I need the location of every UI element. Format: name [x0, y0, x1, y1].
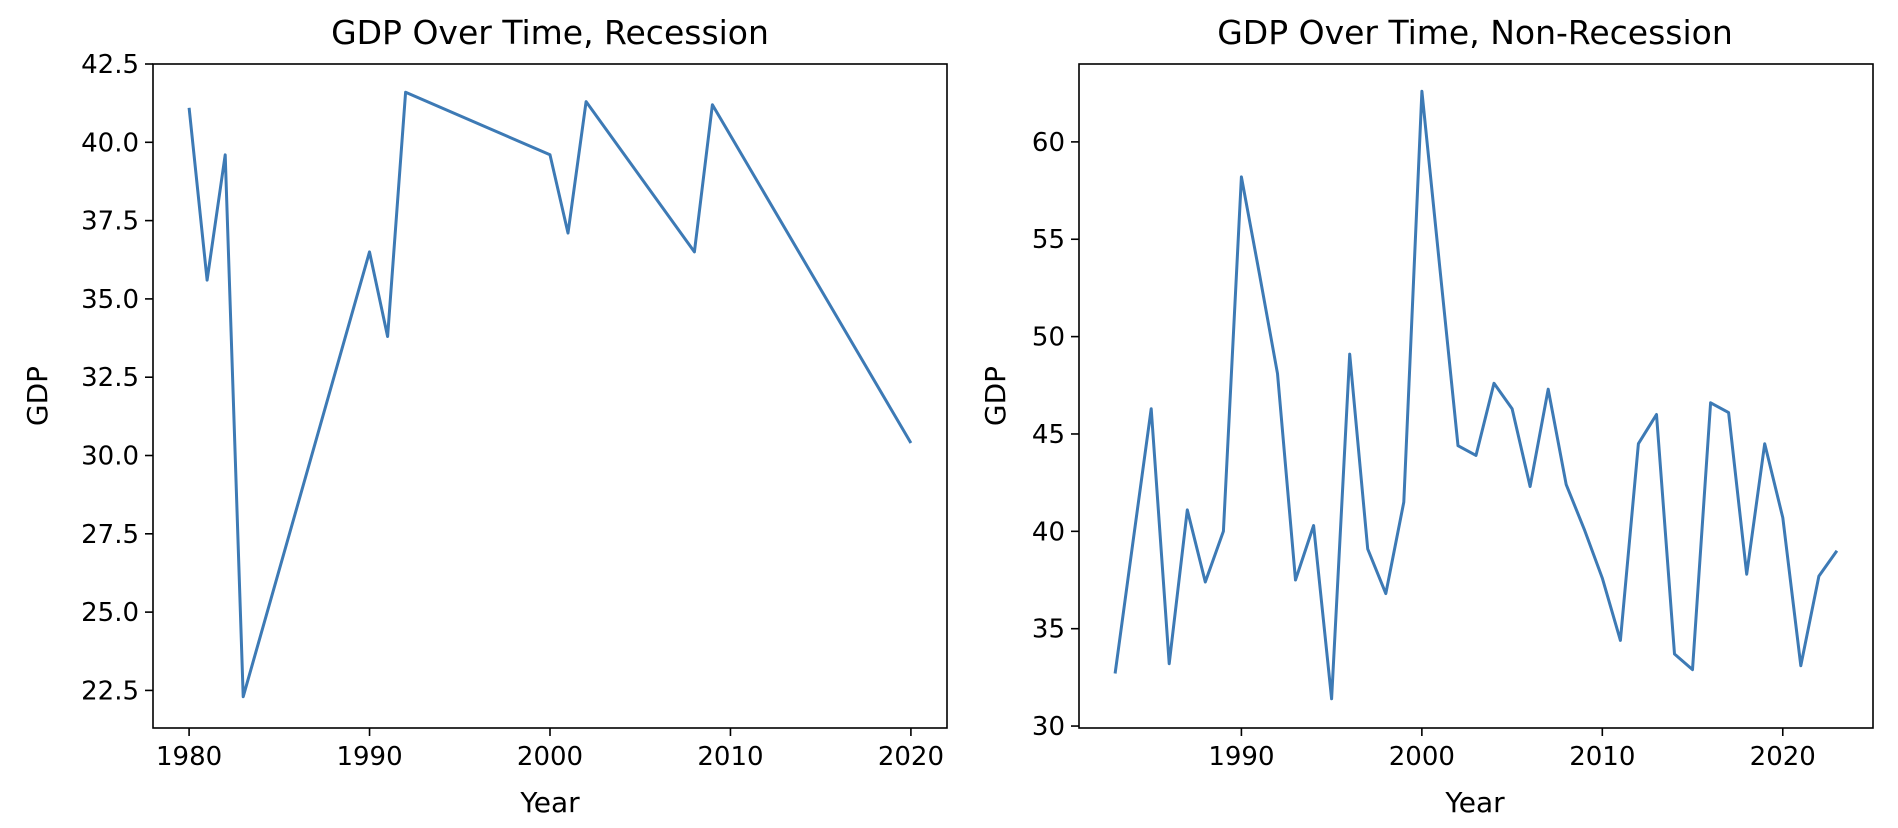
y-tick-label: 45	[1032, 420, 1065, 450]
x-tick-label: 1990	[1208, 742, 1274, 772]
x-tick-label: 2020	[878, 742, 944, 772]
series-line	[1113, 89, 1839, 701]
x-axis-label: Year	[519, 786, 580, 819]
x-tick-label: 2010	[1569, 742, 1635, 772]
y-axis: 30 35 40 45 50 55 60	[1032, 128, 1079, 742]
chart-title: GDP Over Time, Non-Recession	[1217, 13, 1733, 52]
x-axis: 1990 2000 2010 2020	[1208, 728, 1816, 772]
x-axis: 1980 1990 2000 2010 2020	[156, 728, 944, 772]
y-axis-label: GDP	[979, 366, 1012, 426]
y-tick-label: 40	[1032, 517, 1065, 547]
plot-frame	[1078, 63, 1874, 729]
x-tick-label: 2000	[1389, 742, 1455, 772]
x-axis-label: Year	[1444, 786, 1505, 819]
chart-recession: GDP Over Time, Recession 1980 1990 2000 201…	[21, 13, 948, 819]
x-tick-label: 2010	[697, 742, 763, 772]
series-line-layer	[187, 90, 913, 699]
y-tick-label: 25.0	[81, 598, 139, 628]
y-tick-label: 35.0	[81, 285, 139, 315]
x-tick-label: 2020	[1750, 742, 1816, 772]
y-tick-label: 35	[1032, 615, 1065, 645]
y-axis: 22.5 25.0 27.5 30.0 32.5 35.0 37.5 40.0 42.5	[81, 50, 153, 706]
plot-frame	[152, 63, 948, 729]
x-tick-label: 1990	[336, 742, 402, 772]
series-line	[187, 90, 913, 699]
chart-non-recession: GDP Over Time, Non-Recession 1990 2000 201…	[979, 13, 1874, 819]
y-tick-label: 42.5	[81, 50, 139, 80]
y-tick-label: 22.5	[81, 676, 139, 706]
y-tick-label: 32.5	[81, 363, 139, 393]
y-tick-label: 27.5	[81, 520, 139, 550]
y-tick-label: 30.0	[81, 442, 139, 472]
y-tick-label: 30	[1032, 712, 1065, 742]
chart-title: GDP Over Time, Recession	[331, 13, 769, 52]
series-line-layer	[1113, 89, 1839, 701]
y-tick-label: 40.0	[81, 128, 139, 158]
y-tick-label: 55	[1032, 225, 1065, 255]
x-tick-label: 2000	[517, 742, 583, 772]
y-tick-label: 37.5	[81, 207, 139, 237]
y-tick-label: 60	[1032, 128, 1065, 158]
y-tick-label: 50	[1032, 323, 1065, 353]
y-axis-label: GDP	[21, 366, 54, 426]
x-tick-label: 1980	[156, 742, 222, 772]
